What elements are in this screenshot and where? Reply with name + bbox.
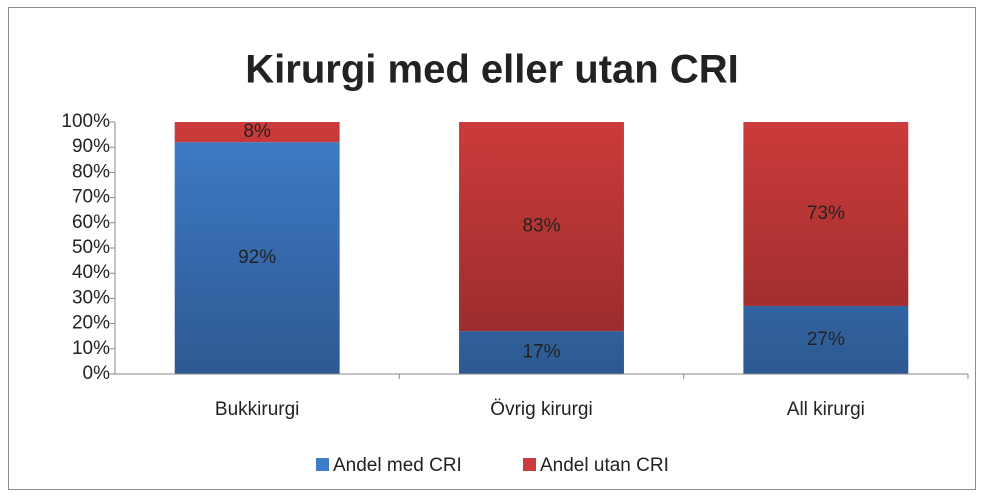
y-tick-label: 80% — [72, 161, 110, 182]
bar-segment — [174, 122, 340, 143]
y-tick-label: 0% — [83, 363, 111, 384]
data-label: 73% — [807, 203, 845, 224]
bar-segment — [459, 122, 624, 332]
legend-swatch — [523, 458, 536, 471]
y-tick-label: 20% — [72, 313, 110, 334]
y-tick-label: 10% — [72, 338, 110, 359]
y-tick-label: 40% — [72, 262, 110, 283]
data-label: 17% — [522, 342, 560, 363]
bar-segment — [459, 331, 624, 374]
y-tick-label: 90% — [72, 136, 110, 157]
x-tick-label: All kirurgi — [787, 399, 865, 420]
y-tick-label: 70% — [72, 187, 110, 208]
data-label: 8% — [243, 121, 271, 142]
x-tick-label: Övrig kirurgi — [490, 399, 592, 420]
legend-label: Andel utan CRI — [540, 455, 669, 476]
bar-segment — [743, 305, 909, 374]
x-tick-label: Bukkirurgi — [215, 399, 299, 420]
legend-label: Andel med CRI — [333, 455, 462, 476]
data-label: 83% — [522, 216, 560, 237]
legend-swatch — [316, 458, 329, 471]
y-tick-label: 50% — [72, 237, 110, 258]
data-label: 27% — [807, 329, 845, 350]
data-label: 92% — [238, 247, 276, 268]
chart-title: Kirurgi med eller utan CRI — [245, 48, 738, 92]
y-tick-label: 30% — [72, 287, 110, 308]
bar-segment — [174, 142, 340, 374]
y-tick-label: 100% — [61, 111, 110, 132]
bar-segment — [743, 122, 909, 306]
y-tick-label: 60% — [72, 212, 110, 233]
